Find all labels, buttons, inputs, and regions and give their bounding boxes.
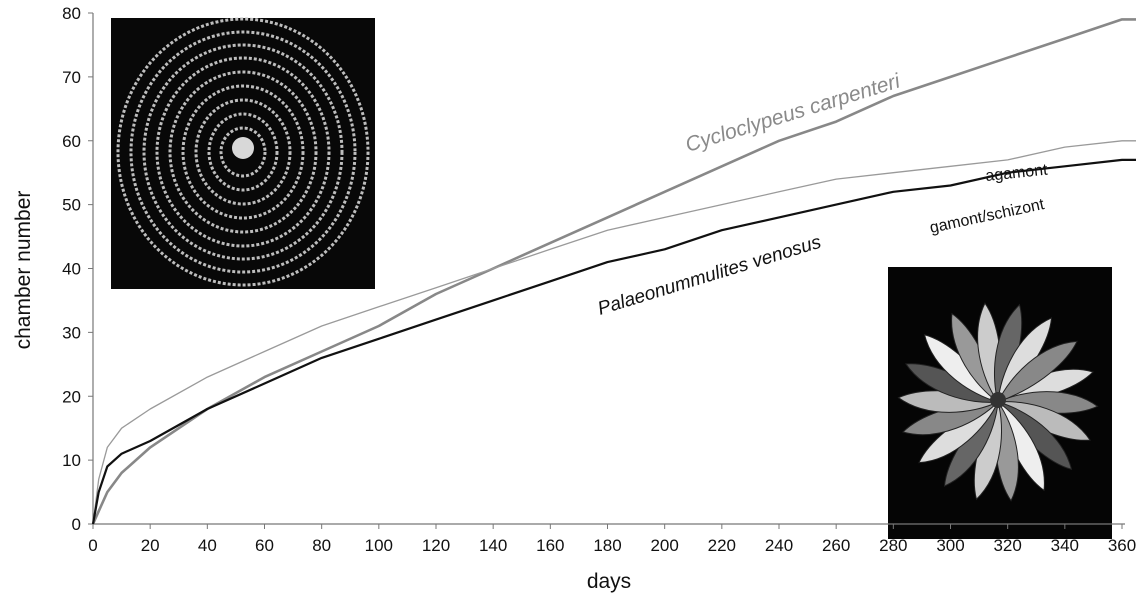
series-label: gamont/schizont bbox=[928, 196, 1046, 237]
x-tick-label: 20 bbox=[141, 536, 160, 555]
photo-cycloclypeus bbox=[111, 17, 375, 289]
x-tick-label: 60 bbox=[255, 536, 274, 555]
annotation: Palaeonummulites venosus bbox=[595, 232, 824, 320]
x-tick-label: 280 bbox=[879, 536, 907, 555]
x-tick-label: 220 bbox=[708, 536, 736, 555]
y-axis-label: chamber number bbox=[12, 191, 35, 350]
y-tick-label: 30 bbox=[62, 323, 81, 342]
x-tick-label: 140 bbox=[479, 536, 507, 555]
y-tick-label: 70 bbox=[62, 68, 81, 87]
series-label: agamont bbox=[985, 162, 1049, 185]
y-tick-label: 20 bbox=[62, 387, 81, 406]
series-line bbox=[92, 140, 1136, 525]
x-tick-label: 320 bbox=[993, 536, 1021, 555]
x-tick-label: 120 bbox=[422, 536, 450, 555]
x-tick-label: 300 bbox=[936, 536, 964, 555]
x-tick-label: 160 bbox=[536, 536, 564, 555]
x-tick-label: 360 bbox=[1108, 536, 1136, 555]
y-tick-label: 40 bbox=[62, 260, 81, 279]
x-tick-label: 260 bbox=[822, 536, 850, 555]
x-tick-label: 0 bbox=[88, 536, 97, 555]
photo-palaeonummulites bbox=[888, 267, 1112, 539]
x-tick-label: 100 bbox=[365, 536, 393, 555]
y-tick-label: 10 bbox=[62, 451, 81, 470]
x-tick-label: 80 bbox=[312, 536, 331, 555]
x-tick-label: 40 bbox=[198, 536, 217, 555]
x-tick-label: 200 bbox=[650, 536, 678, 555]
y-tick-label: 80 bbox=[62, 4, 81, 23]
series-line bbox=[91, 18, 1136, 525]
y-tick-label: 50 bbox=[62, 196, 81, 215]
x-axis-label: days bbox=[587, 570, 631, 593]
y-tick-label: 0 bbox=[72, 515, 81, 534]
x-tick-label: 180 bbox=[593, 536, 621, 555]
series-line bbox=[91, 158, 1136, 525]
x-tick-label: 240 bbox=[765, 536, 793, 555]
x-tick-label: 340 bbox=[1051, 536, 1079, 555]
series-label: Cycloclypeus carpenteri bbox=[683, 69, 904, 157]
y-tick-label: 60 bbox=[62, 132, 81, 151]
petal bbox=[997, 340, 1078, 403]
